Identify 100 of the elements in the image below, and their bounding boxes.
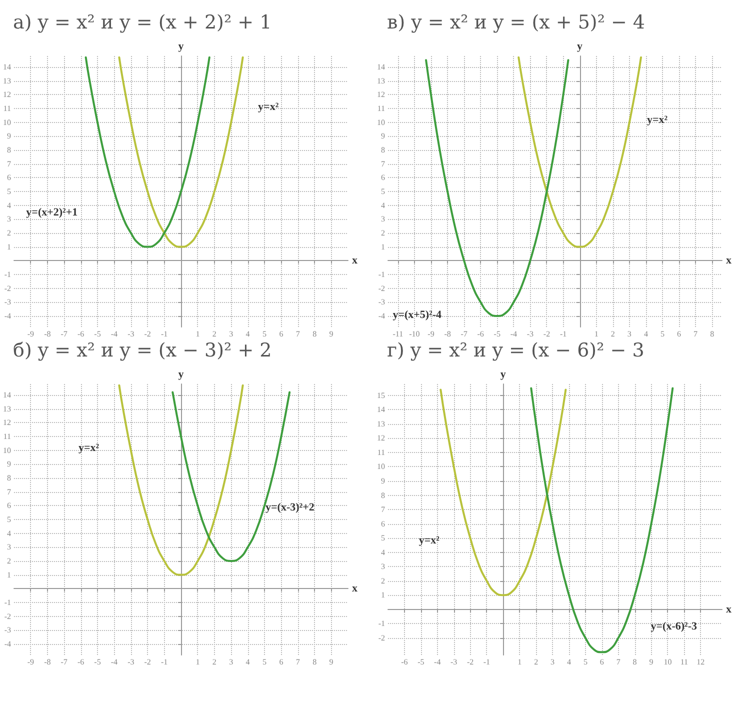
line-series xyxy=(118,56,244,248)
chart-title: б) y = x² и y = (x − 3)² + 2 xyxy=(13,340,272,362)
x-tick-label: 5 xyxy=(262,658,266,666)
y-axis-title: y xyxy=(500,368,506,380)
x-tick-label: 8 xyxy=(312,330,317,338)
x-tick-label: 5 xyxy=(660,330,664,338)
y-tick-label: 5 xyxy=(381,534,385,543)
x-tick-label: 11 xyxy=(680,658,688,666)
x-tick-label: 7 xyxy=(616,658,620,666)
annotation: y=x² xyxy=(78,442,100,454)
y-tick-label: 5 xyxy=(7,515,11,524)
x-tick-label: -11 xyxy=(392,330,404,338)
x-axis-title: x xyxy=(352,254,358,267)
line-series xyxy=(518,56,642,248)
y-tick-label: 6 xyxy=(7,501,11,510)
x-tick-label: 8 xyxy=(312,658,317,666)
x-tick-label: 6 xyxy=(279,330,284,338)
x-tick-label: 10 xyxy=(664,658,672,666)
y-tick-label: -4 xyxy=(4,311,11,320)
x-tick-label: 3 xyxy=(229,330,234,338)
x-tick-label: 1 xyxy=(594,330,598,338)
y-tick-label: 10 xyxy=(3,118,11,127)
x-tick-label: -6 xyxy=(77,658,84,666)
x-tick-label: -3 xyxy=(128,658,134,666)
annotation: y=x² xyxy=(418,534,440,547)
y-tick-label: 7 xyxy=(7,159,11,168)
x-tick-label: -2 xyxy=(144,658,151,666)
x-tick-label: -4 xyxy=(434,658,441,666)
chart-title: в) y = x² и y = (x + 5)² − 4 xyxy=(387,12,646,34)
y-tick-label: 1 xyxy=(7,242,11,252)
x-tick-label: -2 xyxy=(466,658,474,666)
y-tick-label: 2 xyxy=(381,228,385,238)
y-tick-label: 4 xyxy=(7,200,11,210)
y-tick-label: 3 xyxy=(381,214,385,224)
x-tick-label: 2 xyxy=(212,658,216,666)
y-tick-label: 2 xyxy=(381,576,385,586)
y-tick-label: 11 xyxy=(377,104,385,114)
x-tick-label: -1 xyxy=(160,330,168,338)
y-tick-label: 10 xyxy=(3,446,11,455)
x-tick-label: 8 xyxy=(632,658,637,666)
y-tick-label: -4 xyxy=(4,639,11,648)
x-tick-label: 3 xyxy=(550,658,555,666)
y-tick-label: 1 xyxy=(381,590,385,600)
y-tick-label: 1 xyxy=(381,242,385,252)
y-tick-label: 13 xyxy=(3,404,11,414)
y-tick-label: -2 xyxy=(4,612,11,621)
x-tick-label: 1 xyxy=(196,658,200,666)
x-axis-title: x xyxy=(726,254,732,267)
x-tick-label: 7 xyxy=(296,658,300,666)
x-tick-label: -10 xyxy=(409,330,420,338)
y-tick-label: 4 xyxy=(7,528,11,538)
y-tick-label: 4 xyxy=(381,548,385,557)
x-axis-title: x xyxy=(726,603,732,616)
x-tick-label: 3 xyxy=(627,330,632,338)
y-tick-label: 11 xyxy=(3,104,11,114)
y-tick-label: 5 xyxy=(7,187,11,196)
x-tick-label: 8 xyxy=(710,330,714,338)
x-tick-label: -1 xyxy=(483,658,490,666)
x-tick-label: 4 xyxy=(566,658,571,666)
y-tick-label: -4 xyxy=(378,311,385,320)
y-tick-label: 9 xyxy=(381,476,385,486)
y-tick-label: 14 xyxy=(3,390,11,400)
x-tick-label: 6 xyxy=(600,658,604,666)
x-tick-label: 2 xyxy=(212,330,216,338)
x-tick-label: -4 xyxy=(110,330,118,338)
annotation: y=(x-6)²-3 xyxy=(650,620,698,632)
y-tick-label: 13 xyxy=(377,419,385,428)
y-tick-label: 13 xyxy=(3,76,11,86)
y-tick-label: 13 xyxy=(377,76,385,86)
y-tick-label: 2 xyxy=(7,228,11,238)
y-tick-label: 10 xyxy=(377,118,385,127)
y-tick-label: 7 xyxy=(381,159,385,168)
y-tick-label: 8 xyxy=(7,474,11,483)
y-tick-label: 11 xyxy=(3,432,11,442)
y-axis-title: y xyxy=(577,40,584,52)
annotation: y=(x-3)²+2 xyxy=(266,502,315,514)
chart-title: а) y = x² и y = (x + 2)² + 1 xyxy=(13,12,272,34)
y-tick-label: 10 xyxy=(377,462,385,472)
x-tick-label: -3 xyxy=(128,330,134,338)
x-tick-label: 4 xyxy=(246,658,250,666)
y-tick-label: 7 xyxy=(381,505,385,514)
x-tick-label: -5 xyxy=(418,658,424,666)
y-tick-label: -3 xyxy=(4,298,11,307)
y-tick-label: 9 xyxy=(381,132,385,141)
annotation: y=x² xyxy=(258,101,280,113)
x-tick-label: -2 xyxy=(144,330,151,338)
x-tick-label: 9 xyxy=(649,658,654,666)
x-tick-label: -4 xyxy=(510,330,517,338)
annotation: y=(x+2)²+1 xyxy=(26,206,78,219)
x-tick-label: -6 xyxy=(477,330,484,338)
y-axis-title: y xyxy=(178,40,184,52)
x-tick-label: -9 xyxy=(27,330,34,338)
x-tick-label: -5 xyxy=(94,330,101,338)
x-tick-label: 3 xyxy=(229,658,234,666)
x-tick-label: 9 xyxy=(329,330,334,338)
x-tick-label: 7 xyxy=(694,330,698,338)
x-axis-title: x xyxy=(352,582,358,595)
y-tick-label: 3 xyxy=(381,562,385,572)
x-tick-label: -8 xyxy=(44,330,51,338)
x-tick-label: -7 xyxy=(60,330,68,338)
